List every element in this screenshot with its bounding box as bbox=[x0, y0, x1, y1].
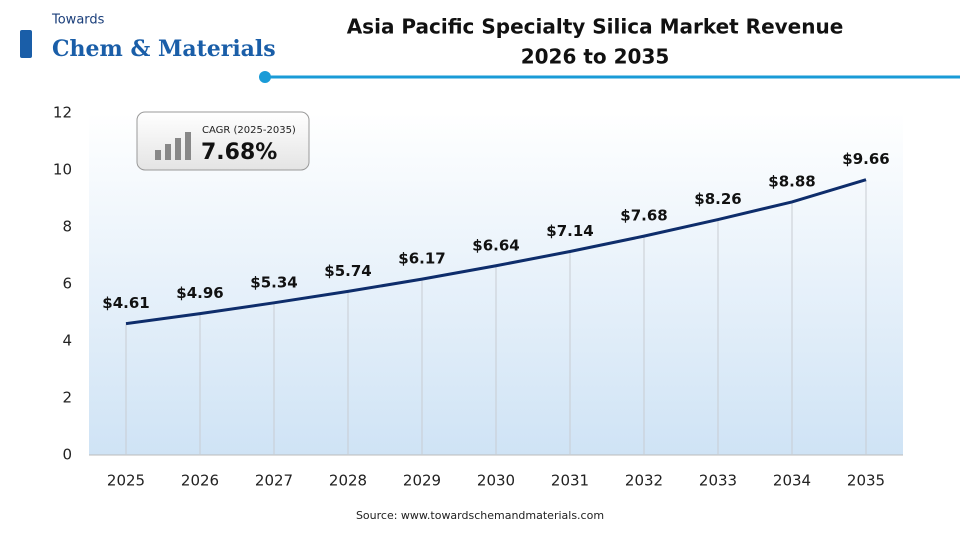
source: Source: www.towardschemandmaterials.com bbox=[356, 509, 604, 522]
icon bbox=[185, 132, 191, 160]
x-tick-label: 2027 bbox=[255, 472, 293, 490]
annotation-value: 7.68% bbox=[201, 140, 277, 165]
line bbox=[125, 178, 867, 326]
y-tick-label: 10 bbox=[53, 161, 72, 179]
y-tick-label: 12 bbox=[53, 104, 72, 122]
y-tick-label: 8 bbox=[62, 218, 72, 236]
icon bbox=[175, 138, 181, 160]
annotation-label: CAGR (2025-2035) bbox=[202, 125, 296, 136]
x-tick-label: 2026 bbox=[181, 472, 219, 490]
logo: Towards Chem & Materials bbox=[20, 13, 276, 62]
icon bbox=[165, 144, 171, 160]
chart-title: 2026 to 2035 bbox=[521, 45, 670, 69]
logo-icon bbox=[20, 30, 32, 58]
value-label: $6.64 bbox=[472, 236, 519, 254]
logo-text: Chem & Materials bbox=[52, 36, 276, 62]
x-tick-label: 2033 bbox=[699, 472, 737, 490]
value-label: $7.14 bbox=[546, 222, 593, 240]
icon bbox=[155, 150, 161, 160]
value-label: $8.26 bbox=[694, 190, 741, 208]
y-tick-label: 4 bbox=[62, 332, 72, 350]
value-label: $7.68 bbox=[620, 207, 667, 225]
x-tick-label: 2032 bbox=[625, 472, 663, 490]
logo-text: Towards bbox=[51, 13, 105, 28]
value-label: $8.88 bbox=[768, 172, 815, 190]
x-tick-label: 2028 bbox=[329, 472, 367, 490]
value-label: $5.34 bbox=[250, 273, 297, 291]
cagr-box: CAGR (2025-2035) 7.68% bbox=[136, 111, 310, 171]
x-tick-label: 2035 bbox=[847, 472, 885, 490]
x-tick-label: 2025 bbox=[107, 472, 145, 490]
x-tick-label: 2030 bbox=[477, 472, 515, 490]
x-tick-label: 2031 bbox=[551, 472, 589, 490]
x-tick-label: 2034 bbox=[773, 472, 811, 490]
y-tick-label: 6 bbox=[62, 275, 72, 293]
x-tick-label: 2029 bbox=[403, 472, 441, 490]
value-label: $5.74 bbox=[324, 262, 371, 280]
value-label: $6.17 bbox=[398, 250, 445, 268]
value-label: $4.96 bbox=[176, 284, 223, 302]
value-label: $4.61 bbox=[102, 294, 149, 312]
y-tick-label: 2 bbox=[62, 389, 72, 407]
value-label: $9.66 bbox=[842, 150, 889, 168]
chart-title: Asia Pacific Specialty Silica Market Rev… bbox=[347, 15, 844, 39]
y-tick-label: 0 bbox=[62, 446, 72, 464]
